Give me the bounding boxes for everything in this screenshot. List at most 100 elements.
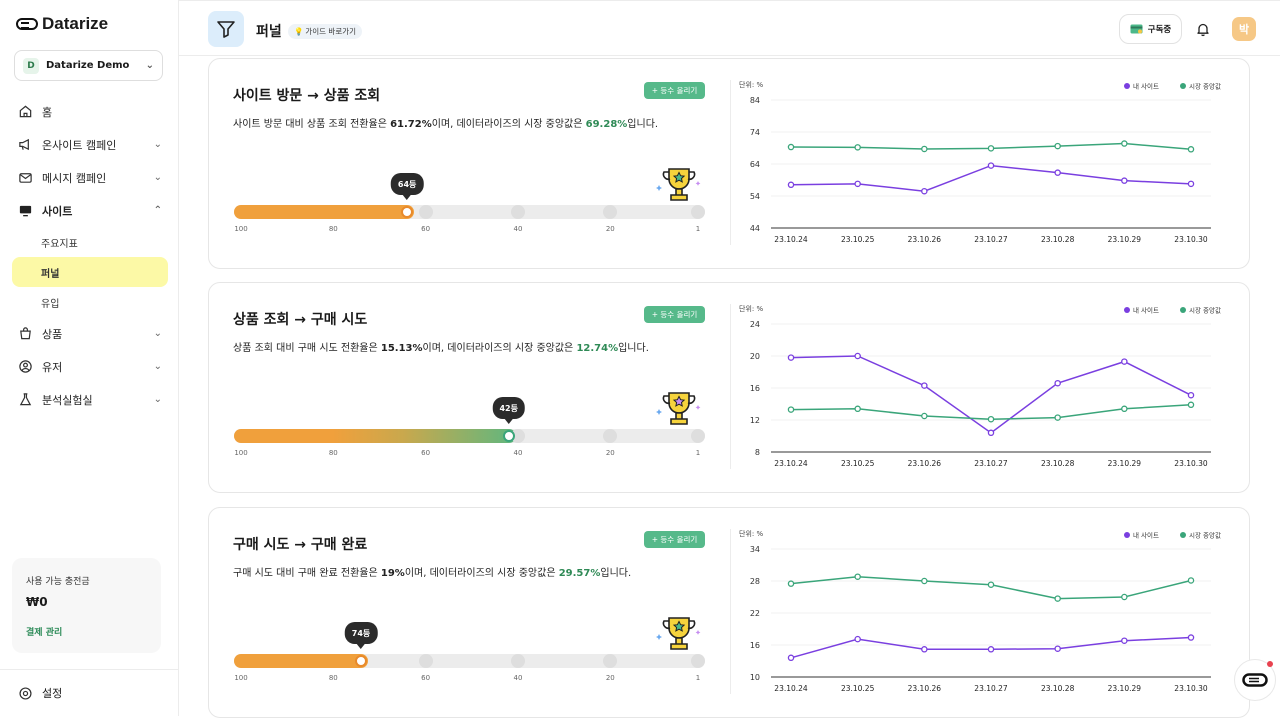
sidebar-item-home[interactable]: 홈 (12, 95, 168, 128)
y-tick-label: 16 (750, 384, 760, 393)
conversion-line-chart: 단위: % 84 74 64 54 44 23.10.24 23.10.25 23.10.26 2… (739, 80, 1221, 244)
rank-marker (355, 655, 368, 667)
data-point-my-site (1187, 634, 1195, 641)
flask-icon (19, 393, 32, 406)
data-point-my-site (1121, 637, 1128, 644)
data-point-market-median (1187, 146, 1195, 153)
chevron-down-icon: ⌄ (153, 328, 162, 339)
datarize-logo-icon (16, 18, 38, 30)
x-tick-label: 23.10.24 (774, 684, 808, 693)
data-point-my-site (787, 654, 795, 662)
datarize-logo-icon (1242, 673, 1268, 687)
rank-tick-label: 40 (513, 449, 523, 457)
funnel-step-title: 구매 시도 → 구매 완료 (233, 537, 368, 553)
x-tick-label: 23.10.24 (774, 235, 808, 244)
sidebar-subitem-key-metrics[interactable]: 주요지표 (41, 238, 78, 250)
data-point-market-median (921, 577, 928, 585)
y-tick-label: 64 (750, 160, 760, 169)
rank-up-button[interactable]: + 등수 올리기 (644, 531, 705, 548)
rank-tick-label: 40 (513, 674, 523, 682)
description-text: 이며, 데이터라이즈의 시장 중앙값은 (404, 568, 559, 579)
card-icon (1130, 24, 1143, 34)
rank-tick-dot (510, 429, 525, 443)
guide-link[interactable]: 💡 가이드 바로가기 (288, 24, 363, 39)
sidebar-item-onsite-campaign[interactable]: 온사이트 캠페인 ⌄ (12, 128, 168, 161)
sidebar-item-message-campaign[interactable]: 메시지 캠페인 ⌄ (12, 161, 168, 194)
rank-up-button[interactable]: + 등수 올리기 (644, 82, 705, 99)
data-point-market-median (921, 412, 928, 420)
market-median-rate: 69.28% (585, 119, 628, 130)
sidebar-item-site[interactable]: 사이트 ⌃ (12, 194, 168, 227)
y-tick-label: 28 (750, 577, 760, 586)
sidebar-item-label: 상품 (42, 327, 63, 341)
rank-up-label: 등수 올리기 (660, 310, 698, 319)
page-header: 퍼널 💡 가이드 바로가기 구독중 박 (179, 0, 1280, 56)
data-point-my-site (921, 382, 928, 389)
data-point-my-site (1121, 177, 1128, 184)
x-tick-label: 23.10.27 (974, 459, 1008, 468)
y-tick-label: 12 (750, 416, 760, 425)
sidebar-subitem-inflow[interactable]: 유입 (41, 298, 60, 310)
credit-label: 사용 가능 충전금 (26, 577, 90, 587)
sidebar-subitem-funnel[interactable]: 퍼널 (12, 257, 168, 287)
data-point-my-site (1121, 358, 1128, 365)
x-tick-label: 23.10.26 (908, 459, 942, 468)
data-point-market-median (787, 406, 795, 413)
chat-launcher-button[interactable] (1234, 659, 1276, 701)
rank-tick-dot (418, 205, 433, 219)
trophy-icon (656, 617, 701, 650)
conversion-description: 구매 시도 대비 구매 완료 전환율은 19%이며, 데이터라이즈의 시장 중앙… (233, 564, 631, 579)
trophy-icon (656, 168, 701, 201)
data-point-my-site (1054, 379, 1061, 387)
x-tick-label: 23.10.29 (1108, 235, 1142, 244)
conversion-description: 상품 조회 대비 구매 시도 전환율은 15.13%이며, 데이터라이즈의 시장… (233, 339, 649, 354)
data-point-my-site (787, 354, 795, 361)
sidebar-item-user[interactable]: 유저 ⌄ (12, 350, 168, 383)
rank-tick-label: 60 (421, 674, 431, 682)
home-icon (19, 105, 32, 118)
conversion-rate: 15.13% (380, 343, 423, 354)
billing-link[interactable]: 결제 관리 (26, 628, 63, 638)
card-divider (730, 304, 731, 469)
rank-up-label: 등수 올리기 (660, 86, 698, 95)
data-point-market-median (1121, 140, 1128, 147)
data-point-market-median (1121, 405, 1128, 413)
market-median-rate: 29.57% (558, 568, 601, 579)
rank-progress-track (234, 654, 705, 668)
conversion-line-chart: 단위: % 24 20 16 12 8 23.10.24 23.10.25 23.10.26 23… (739, 304, 1221, 468)
workspace-selector[interactable]: D Datarize Demo ⌄ (14, 50, 163, 81)
x-tick-label: 23.10.30 (1174, 235, 1208, 244)
rank-tick-dot (510, 654, 525, 668)
sidebar-item-product[interactable]: 상품 ⌄ (12, 317, 168, 350)
plus-icon: + (651, 310, 661, 319)
description-text: 입니다. (627, 119, 659, 130)
rank-tick-label: 20 (605, 674, 615, 682)
lightbulb-icon: 💡 (294, 27, 304, 36)
rank-tick-labels: 100 80 60 40 20 1 (234, 674, 705, 684)
bell-icon[interactable] (1195, 21, 1211, 37)
data-point-market-median (854, 573, 861, 580)
app-logo[interactable]: Datarize (16, 14, 108, 34)
y-tick-label: 22 (750, 609, 760, 618)
data-point-my-site (1054, 169, 1061, 176)
avatar[interactable]: 박 (1232, 17, 1256, 41)
x-tick-label: 23.10.27 (974, 684, 1008, 693)
conversion-line-chart: 단위: % 34 28 22 16 10 23.10.24 23.10.25 23.10.26 2… (739, 529, 1221, 693)
sidebar-item-settings[interactable]: 설정 (0, 669, 179, 716)
data-point-market-median (1054, 142, 1061, 150)
funnel-step-title: 사이트 방문 → 상품 조회 (233, 88, 381, 104)
subscription-button[interactable]: 구독중 (1119, 14, 1182, 44)
data-point-my-site (854, 180, 861, 188)
gear-icon (19, 686, 32, 700)
rank-up-label: 등수 올리기 (660, 535, 698, 544)
sidebar-item-label: 사이트 (42, 204, 73, 218)
x-tick-label: 23.10.30 (1174, 684, 1208, 693)
plus-icon: + (651, 535, 661, 544)
rank-up-button[interactable]: + 등수 올리기 (644, 306, 705, 323)
data-point-my-site (1187, 391, 1195, 399)
x-tick-label: 23.10.26 (908, 235, 942, 244)
conversion-description: 사이트 방문 대비 상품 조회 전환율은 61.72%이며, 데이터라이즈의 시… (233, 115, 658, 130)
funnel-icon (208, 11, 244, 47)
sidebar-item-analysis-lab[interactable]: 분석실험실 ⌄ (12, 383, 168, 416)
